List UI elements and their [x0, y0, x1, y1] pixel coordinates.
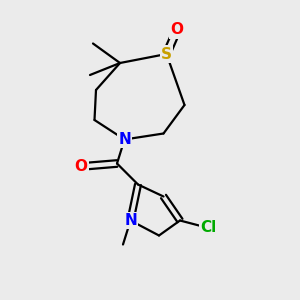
Text: Cl: Cl — [200, 220, 217, 236]
Text: N: N — [118, 132, 131, 147]
Text: O: O — [170, 22, 184, 38]
Text: S: S — [161, 46, 172, 62]
Text: N: N — [124, 213, 137, 228]
Text: O: O — [74, 159, 88, 174]
